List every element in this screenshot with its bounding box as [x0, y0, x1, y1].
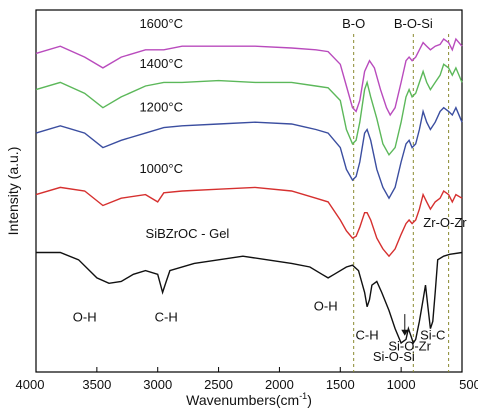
- reference-line-label: B-O-Si: [394, 16, 433, 31]
- band-annotation: O-H: [73, 309, 97, 324]
- x-tick-label: 4000: [16, 377, 45, 392]
- band-annotation: Zr-O-Zr: [423, 215, 467, 230]
- x-axis-title-text: Wavenumbers(cm: [186, 392, 299, 408]
- x-axis-ticks: 4000 3500 3000 2500 2000 1500 1000 500: [16, 367, 478, 392]
- x-tick-label: 3500: [82, 377, 111, 392]
- annotation-arrow-head: [401, 329, 409, 336]
- x-tick-label: 1000: [387, 377, 416, 392]
- series-line: [35, 63, 463, 157]
- plot-frame: [35, 9, 463, 373]
- band-annotation: O-H: [314, 298, 338, 313]
- series-line: [35, 186, 463, 258]
- series-line: [36, 251, 463, 345]
- reference-line-label: B-O: [342, 16, 365, 31]
- band-annotation: C-H: [356, 327, 379, 342]
- plot-area: B-O B-O-Si 1600°C 1400°C 1200°C 1000°C SiBZrOC…: [35, 9, 467, 373]
- band-annotation: Si-O-Si: [373, 349, 415, 364]
- x-axis-title: Wavenumbers(cm-1): [186, 391, 312, 408]
- series-label: SiBZrOC - Gel: [146, 226, 230, 241]
- x-tick-label: 3000: [143, 377, 172, 392]
- series-line: [35, 37, 463, 117]
- series-label: 1200°C: [139, 99, 183, 114]
- series-label: 1600°C: [139, 16, 183, 31]
- x-axis-title-close: ): [307, 392, 312, 408]
- series-line: [35, 106, 463, 200]
- y-axis-title: Intensity (a.u.): [5, 147, 21, 236]
- x-axis-title-exponent: -1: [299, 391, 307, 401]
- band-annotation: C-H: [155, 309, 178, 324]
- band-annotation: Si-C: [420, 327, 445, 342]
- x-tick-label: 500: [459, 377, 478, 392]
- x-tick-label: 2000: [265, 377, 294, 392]
- series-label: 1000°C: [139, 161, 183, 176]
- x-tick-label: 2500: [204, 377, 233, 392]
- x-tick-label: 1500: [326, 377, 355, 392]
- band-annotation: Si-O-Zr: [388, 338, 431, 353]
- series-label: 1400°C: [139, 56, 183, 71]
